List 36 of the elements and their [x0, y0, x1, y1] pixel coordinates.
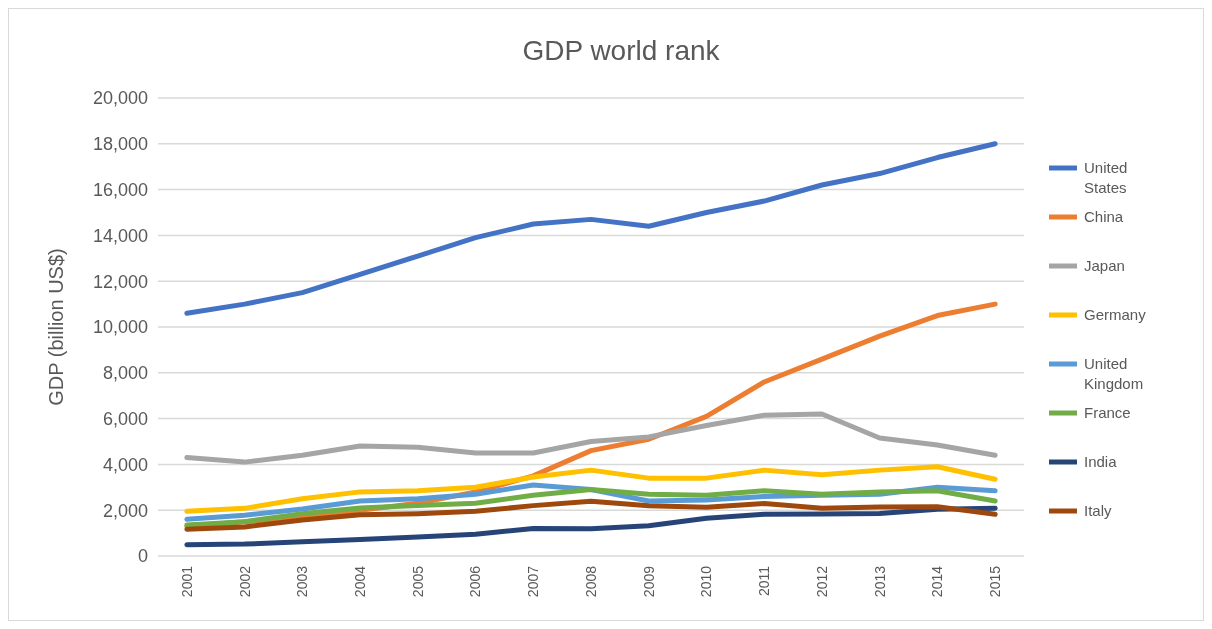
legend-label: Japan	[1084, 257, 1125, 275]
chart-title: GDP world rank	[522, 35, 721, 66]
y-tick-label: 10,000	[92, 317, 148, 338]
x-tick-label: 2007	[525, 565, 542, 598]
x-tick-label: 2015	[987, 565, 1004, 598]
legend-label: China	[1084, 208, 1124, 226]
x-tick-label: 2013	[871, 565, 888, 598]
x-tick-label: 2014	[929, 565, 946, 598]
y-tick-label: 4,000	[102, 454, 148, 475]
y-tick-label: 20,000	[92, 88, 148, 109]
legend-label: United States	[1084, 159, 1128, 196]
legend-label: France	[1084, 404, 1131, 422]
y-tick-label: 16,000	[92, 179, 148, 200]
y-tick-label: 2,000	[102, 500, 148, 521]
x-tick-label: 2008	[582, 565, 599, 598]
y-axis-title: GDP (billion US$)	[45, 248, 67, 406]
legend-label: Germany	[1084, 306, 1147, 324]
x-tick-label: 2004	[351, 565, 368, 598]
x-tick-label: 2009	[640, 565, 657, 598]
x-tick-label: 2011	[756, 565, 773, 597]
y-tick-label: 0	[137, 546, 148, 567]
y-tick-label: 14,000	[92, 225, 148, 246]
y-tick-label: 6,000	[102, 408, 148, 429]
legend-label: India	[1084, 453, 1118, 471]
x-tick-label: 2002	[236, 565, 253, 598]
legend-label: United Kingdom	[1084, 355, 1144, 392]
x-tick-label: 2010	[698, 565, 715, 598]
x-tick-label: 2012	[813, 565, 830, 598]
x-tick-label: 2006	[467, 565, 484, 598]
y-tick-label: 18,000	[92, 134, 148, 155]
x-tick-label: 2005	[409, 565, 426, 598]
x-tick-label: 2001	[178, 565, 195, 598]
legend-label: Italy	[1084, 502, 1113, 520]
y-tick-label: 8,000	[102, 363, 148, 384]
x-tick-label: 2003	[294, 565, 311, 598]
y-tick-label: 12,000	[92, 271, 148, 292]
